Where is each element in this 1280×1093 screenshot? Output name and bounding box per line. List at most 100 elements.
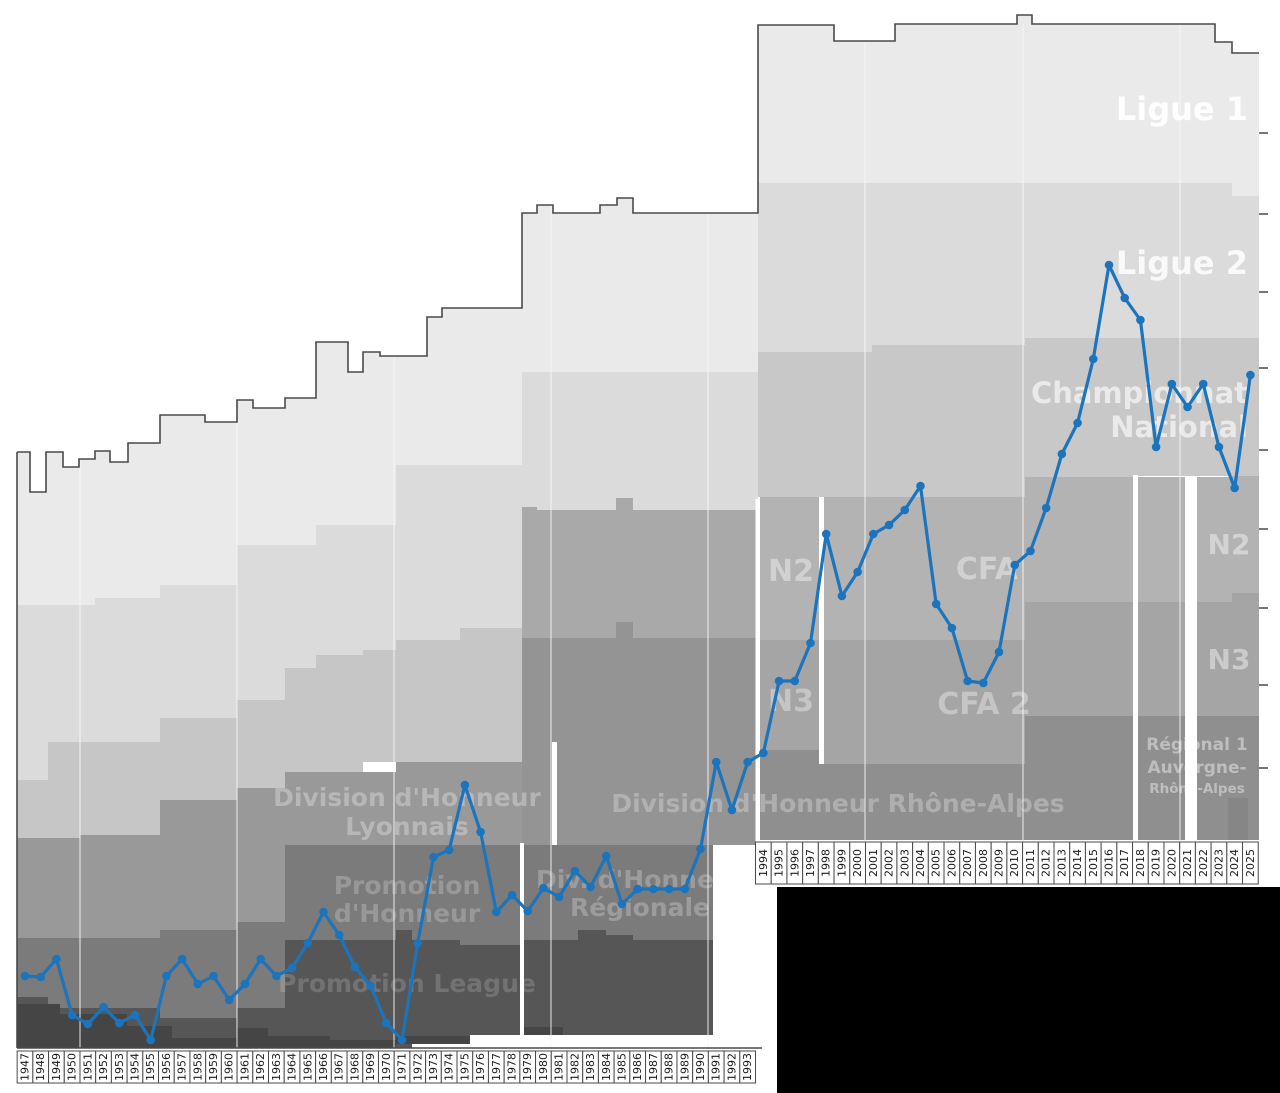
year-label: 2010 [1008,849,1021,877]
band-label: Régional 1 [1146,735,1247,755]
year-label: 2014 [1071,849,1084,877]
band-ligue-1 [348,372,363,525]
band-ligue-2 [316,525,363,655]
year-label: 1986 [631,1053,644,1081]
position-marker-2014 [1073,418,1082,428]
band-n3-cfa2 [820,640,1025,764]
year-label: 2022 [1197,849,1210,877]
year-label: 1951 [81,1053,94,1081]
band-label: Division d'Honneur [273,783,541,812]
position-marker-1978 [507,890,517,900]
position-marker-2005 [931,599,941,609]
band-division-3-early [460,628,522,762]
position-marker-2012 [1041,503,1051,513]
band-n3-cfa2 [1232,593,1259,716]
position-marker-1975 [460,780,470,790]
band-division-honneur-early [237,788,285,922]
position-marker-1977 [492,907,501,917]
year-label: 1956 [160,1053,173,1081]
year-label: 1952 [97,1053,110,1081]
season-gap [755,499,760,845]
position-marker-2020 [1167,379,1177,389]
band-ligue-1 [237,400,253,545]
position-marker-2023 [1214,442,1224,452]
position-marker-1973 [429,852,438,862]
band-label: Rhône-Alpes [1149,781,1245,797]
year-label: 1969 [364,1053,377,1081]
year-box [739,1050,757,1084]
year-label: 2008 [977,849,990,877]
year-label: 2001 [867,849,880,877]
position-marker-1993 [743,757,752,767]
band-label: Championnat [1031,376,1248,410]
year-label: 2019 [1150,849,1163,877]
band-dh-rhone-alpes-regional1 [820,764,1025,840]
position-marker-2016 [1104,260,1114,270]
band-promotion-honneur [616,845,633,935]
year-label: 1965 [301,1053,314,1081]
year-label: 1947 [19,1053,32,1081]
position-marker-1966 [319,907,328,917]
band-ligue-1 [363,352,380,525]
year-label: 2004 [914,849,927,877]
band-ligue-1 [396,356,427,465]
band-lowest-division [524,1027,563,1035]
year-label: 1974 [443,1053,456,1081]
season-gap [552,742,557,845]
band-ligue-1 [633,213,758,372]
year-label: 2005 [930,849,943,877]
year-label: 1948 [34,1053,47,1081]
band-division-3-early [48,742,95,838]
band-ligue-1 [316,342,348,525]
position-marker-1979 [523,906,533,916]
season-gap [1185,477,1197,840]
position-marker-2013 [1057,449,1067,459]
band-ligue-1 [253,408,285,545]
band-promotion-honneur [633,845,713,940]
band-division-honneur-early [17,838,80,938]
band-ligue-1 [1232,53,1259,196]
year-label: 1967 [333,1053,346,1081]
position-marker-2002 [884,520,894,530]
band-lowest-division [396,1036,470,1044]
band-division-3-early [316,655,363,772]
position-marker-2021 [1183,402,1192,412]
band-ligue-1 [895,24,1017,183]
year-label: 1953 [113,1053,126,1081]
band-ligue-1 [442,308,522,465]
year-label: 1976 [474,1053,487,1081]
band-ligue-2 [396,465,460,640]
position-marker-1953 [114,1018,124,1028]
band-ligue-1 [600,205,617,372]
band-ligue-1 [46,452,63,605]
year-label: 2011 [1024,849,1037,877]
band-ligue-2 [522,372,537,507]
pyramid-top-outline [17,14,1259,493]
band-promotion-honneur [237,922,285,1008]
year-label: 1978 [506,1053,519,1081]
year-label: 1982 [568,1053,581,1081]
year-label: 2018 [1134,849,1147,877]
band-ligue-1 [205,422,237,585]
band-lowest-division [268,1036,330,1048]
year-label: 1977 [490,1053,503,1081]
season-gap [1133,475,1138,840]
year-label: 1954 [128,1053,141,1081]
band-label: Promotion [334,871,481,900]
band-promotion-honneur [48,938,160,1008]
position-marker-1969 [366,981,375,991]
position-marker-1968 [350,962,360,972]
position-marker-2007 [963,676,972,686]
position-marker-2024 [1230,483,1239,493]
band-label: N2 [1208,528,1251,561]
year-box [1242,841,1259,885]
band-ligue-1 [522,213,537,372]
band-label: d'Honneur [334,899,481,928]
band-promotion-league [460,945,470,1044]
position-marker-2008 [979,678,988,688]
position-marker-1990 [696,844,705,854]
year-label: 1985 [615,1053,628,1081]
band-ligue-2 [1025,183,1232,338]
band-label: Ligue 1 [1116,90,1248,128]
